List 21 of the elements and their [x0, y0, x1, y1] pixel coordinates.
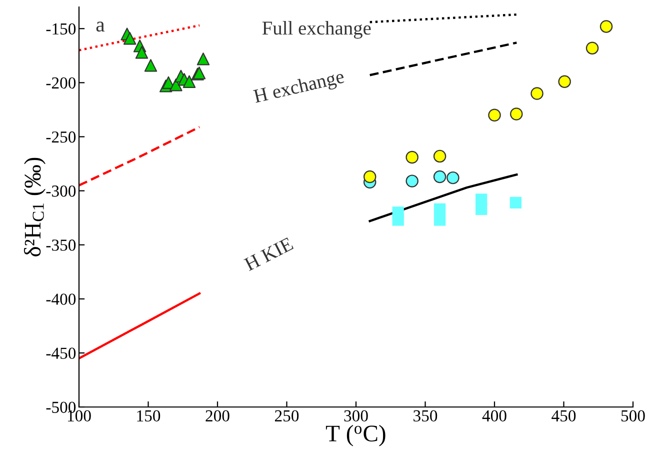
y-tick-label: -350 — [46, 240, 76, 251]
x-tick-label: 250 — [274, 410, 299, 422]
x-axis-title: T ($^{o}$C) — [326, 424, 386, 446]
y-tick-label: -250 — [46, 131, 76, 143]
y-axis-title: δ²H$_{C1}$ (‰) — [24, 158, 46, 256]
annotation: H KIE — [244, 237, 294, 272]
y-tick-label: -200 — [46, 77, 76, 89]
x-tick-label: 400 — [482, 410, 506, 422]
annotation: H exchange — [252, 69, 346, 107]
y-tick-label: -150 — [46, 23, 76, 35]
y-tick-label: -300 — [46, 185, 76, 197]
y-tick-label: -450 — [46, 348, 76, 359]
y-tick-label: -400 — [46, 294, 76, 305]
x-tick-label: 150 — [137, 410, 160, 422]
x-tick-label: 500 — [621, 410, 645, 422]
annotation: a — [96, 22, 105, 32]
x-tick-label: 300 — [344, 410, 368, 422]
annotation: Full exchange — [262, 21, 371, 39]
x-tick-label: 200 — [206, 410, 230, 422]
x-tick-label: 350 — [414, 410, 438, 422]
x-tick-label: 450 — [552, 410, 576, 422]
